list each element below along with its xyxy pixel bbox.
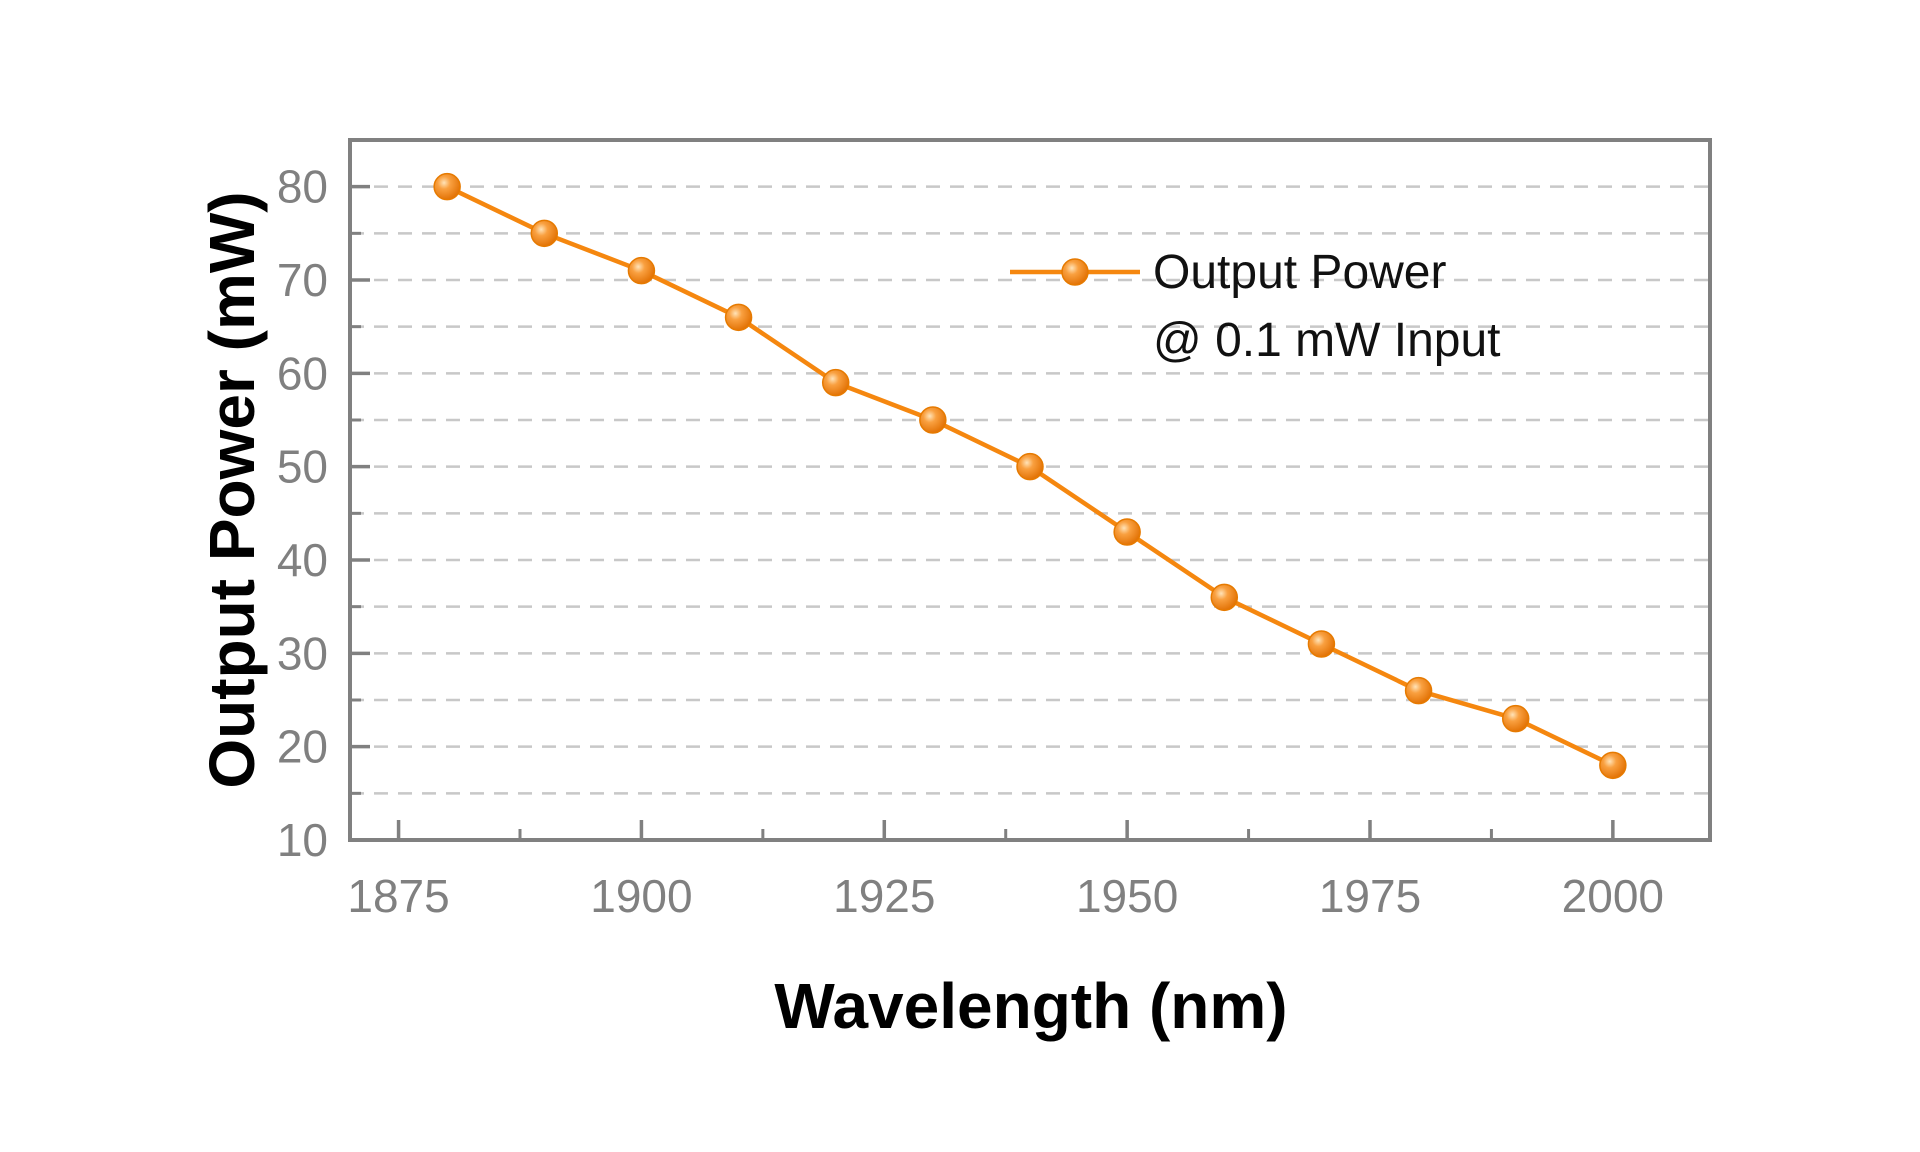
- grid-lines: [350, 185, 1710, 795]
- data-point: [1307, 630, 1336, 658]
- y-tick-label: 70: [277, 254, 328, 306]
- y-tick-label: 10: [277, 814, 328, 866]
- x-tick-label: 1975: [1319, 870, 1421, 922]
- data-point: [724, 303, 753, 332]
- legend-label: Output Power: [1153, 246, 1447, 299]
- x-tick-label: 2000: [1562, 870, 1664, 922]
- x-tick-label: 1900: [590, 870, 692, 922]
- data-point: [1599, 751, 1627, 780]
- data-point: [1113, 518, 1141, 546]
- y-tick-label: 40: [277, 534, 328, 586]
- data-point: [1016, 452, 1044, 481]
- series-layer: [433, 172, 1627, 780]
- x-tick-label: 1875: [347, 870, 449, 922]
- legend: Output Power @ 0.1 mW Input: [1010, 246, 1501, 367]
- data-point: [433, 172, 461, 201]
- axis-ticks: [350, 184, 1615, 842]
- x-tick-label: 1950: [1076, 870, 1178, 922]
- data-point: [821, 368, 850, 397]
- data-point: [530, 219, 559, 248]
- y-tick-label: 20: [277, 721, 328, 773]
- plot-frame: [348, 138, 1712, 842]
- y-tick-label: 60: [277, 347, 328, 399]
- data-point: [627, 256, 656, 285]
- legend-label-line2: @ 0.1 mW Input: [1153, 314, 1501, 367]
- y-tick-labels: 10 20 30 40 50 60 70 80: [277, 161, 328, 866]
- data-point: [919, 406, 947, 434]
- data-point: [1210, 583, 1239, 612]
- y-tick-label: 50: [277, 441, 328, 493]
- x-axis-title: Wavelength (nm): [774, 970, 1287, 1042]
- legend-marker: [1061, 258, 1089, 286]
- y-tick-label: 80: [277, 161, 328, 213]
- data-point: [1501, 704, 1530, 733]
- data-point: [1404, 676, 1433, 705]
- y-axis-title: Output Power (mW): [196, 191, 268, 788]
- y-tick-label: 30: [277, 627, 328, 679]
- x-tick-label: 1925: [833, 870, 935, 922]
- x-tick-labels: 1875 1900 1925 1950 1975 2000: [347, 870, 1664, 922]
